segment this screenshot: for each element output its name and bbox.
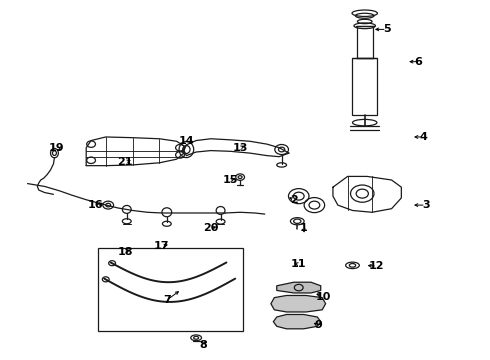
Text: 5: 5 xyxy=(383,24,391,35)
Polygon shape xyxy=(277,282,321,293)
Text: 19: 19 xyxy=(49,143,65,153)
Bar xyxy=(98,248,243,330)
Text: 1: 1 xyxy=(300,224,308,233)
Text: 2: 2 xyxy=(290,195,298,205)
Text: 17: 17 xyxy=(154,241,170,251)
Text: 21: 21 xyxy=(118,157,133,167)
Polygon shape xyxy=(271,296,326,312)
Text: 16: 16 xyxy=(88,200,104,210)
Text: 11: 11 xyxy=(291,259,307,269)
Text: 7: 7 xyxy=(163,295,171,305)
Polygon shape xyxy=(273,315,321,329)
Text: 20: 20 xyxy=(203,224,219,233)
Text: 15: 15 xyxy=(222,175,238,185)
Text: 8: 8 xyxy=(199,340,207,350)
Text: 13: 13 xyxy=(232,143,248,153)
Text: 18: 18 xyxy=(118,247,133,257)
Text: 9: 9 xyxy=(315,320,322,330)
Text: 12: 12 xyxy=(369,261,385,271)
Text: 6: 6 xyxy=(415,57,422,67)
Text: 3: 3 xyxy=(422,200,430,210)
Bar xyxy=(352,58,377,116)
Text: 14: 14 xyxy=(178,136,194,145)
Text: 4: 4 xyxy=(419,132,427,142)
Text: 10: 10 xyxy=(316,292,331,302)
Bar xyxy=(357,26,372,58)
